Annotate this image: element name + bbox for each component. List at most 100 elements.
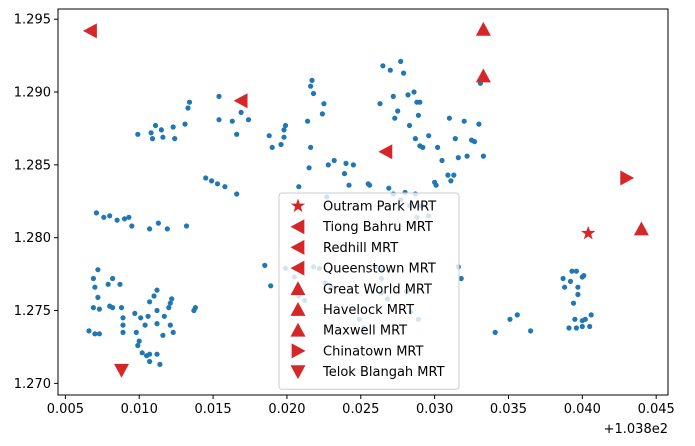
data-point bbox=[135, 342, 141, 349]
x-tick-label: 0.025 bbox=[342, 402, 379, 417]
legend-label: Chinatown MRT bbox=[323, 344, 423, 359]
data-point bbox=[575, 291, 581, 298]
data-point bbox=[269, 144, 275, 150]
legend-marker bbox=[290, 302, 306, 316]
data-point bbox=[167, 322, 173, 328]
station-markers bbox=[82, 21, 649, 378]
data-point bbox=[406, 122, 413, 129]
station-marker-0 bbox=[581, 225, 596, 240]
data-point bbox=[412, 136, 418, 142]
legend-box bbox=[278, 192, 460, 390]
data-point bbox=[129, 223, 135, 229]
data-point bbox=[170, 329, 176, 335]
data-point bbox=[262, 262, 268, 268]
data-point bbox=[149, 136, 156, 142]
station-marker-6 bbox=[633, 221, 649, 236]
data-point bbox=[186, 99, 193, 105]
y-tick-label: 1.275 bbox=[14, 304, 51, 319]
y-tick-label: 1.290 bbox=[14, 86, 51, 101]
data-point bbox=[216, 117, 222, 123]
data-point bbox=[392, 115, 398, 121]
station-marker-4 bbox=[475, 21, 491, 36]
data-point bbox=[126, 214, 132, 220]
data-point bbox=[234, 131, 240, 137]
data-point bbox=[110, 305, 116, 311]
x-tick-label: 0.030 bbox=[416, 402, 453, 417]
legend-label: Havelock MRT bbox=[323, 303, 414, 318]
data-point bbox=[341, 171, 348, 177]
x-axis: 0.005 0.010 0.015 0.020 0.025 0.030 0.035 0.040… bbox=[47, 395, 675, 417]
data-point bbox=[278, 141, 284, 148]
legend-marker bbox=[290, 260, 305, 276]
station-marker-2 bbox=[82, 23, 97, 39]
data-point bbox=[528, 328, 534, 334]
data-point bbox=[90, 305, 96, 311]
data-point bbox=[167, 300, 173, 306]
data-point bbox=[147, 358, 153, 365]
data-point bbox=[117, 281, 123, 287]
data-point bbox=[448, 178, 454, 184]
data-point bbox=[268, 283, 274, 289]
data-point bbox=[209, 178, 215, 184]
data-point bbox=[154, 351, 160, 357]
x-tick-label: 0.010 bbox=[121, 402, 158, 417]
data-point bbox=[145, 313, 151, 319]
data-point bbox=[452, 136, 458, 142]
data-point bbox=[411, 89, 417, 95]
data-point bbox=[426, 133, 432, 139]
data-point bbox=[476, 121, 482, 127]
data-point bbox=[154, 307, 160, 314]
legend-label: Telok Blangah MRT bbox=[322, 365, 445, 380]
legend-marker bbox=[290, 239, 305, 255]
data-point bbox=[95, 267, 101, 273]
y-tick-label: 1.280 bbox=[14, 231, 51, 246]
x-axis-offset-text: +1.038e2 bbox=[604, 422, 668, 437]
data-point bbox=[415, 112, 421, 118]
data-point bbox=[161, 313, 167, 319]
data-point bbox=[395, 108, 401, 114]
x-tick-label: 0.040 bbox=[564, 402, 601, 417]
legend-marker bbox=[290, 365, 306, 380]
station-marker-5 bbox=[475, 68, 491, 83]
data-point bbox=[281, 134, 287, 140]
data-point bbox=[387, 67, 393, 73]
data-point bbox=[214, 181, 221, 187]
data-point bbox=[401, 70, 407, 76]
data-point bbox=[147, 351, 153, 357]
legend-label: Tiong Bahru MRT bbox=[322, 220, 433, 235]
legend-marker bbox=[290, 198, 306, 213]
data-point bbox=[560, 275, 566, 282]
data-point bbox=[139, 350, 145, 356]
data-point bbox=[507, 316, 513, 322]
data-point bbox=[562, 284, 568, 290]
data-point bbox=[405, 92, 411, 98]
data-point bbox=[282, 122, 289, 129]
data-point bbox=[154, 287, 160, 293]
data-point bbox=[110, 275, 116, 282]
data-point bbox=[135, 131, 141, 137]
data-point bbox=[105, 281, 111, 287]
legend: Outram Park MRT Tiong Bahru MRT Redhill MR… bbox=[278, 192, 460, 390]
data-point bbox=[306, 165, 312, 171]
data-point bbox=[185, 105, 191, 111]
data-point bbox=[245, 117, 252, 123]
data-point bbox=[92, 331, 98, 337]
y-tick-label: 1.285 bbox=[14, 158, 51, 173]
data-point bbox=[573, 325, 580, 331]
y-tick-label: 1.270 bbox=[14, 377, 51, 392]
data-point bbox=[107, 213, 113, 219]
data-point bbox=[121, 216, 128, 222]
data-point bbox=[182, 121, 188, 127]
data-point bbox=[169, 296, 175, 302]
data-point bbox=[86, 328, 92, 334]
data-point bbox=[569, 268, 575, 274]
data-point bbox=[234, 191, 240, 197]
data-point bbox=[92, 284, 98, 290]
data-point bbox=[365, 181, 371, 187]
data-point bbox=[90, 275, 96, 282]
data-point bbox=[319, 111, 325, 117]
data-point bbox=[154, 321, 160, 327]
data-point bbox=[95, 294, 101, 300]
station-marker-3 bbox=[378, 144, 393, 160]
data-point bbox=[390, 93, 396, 99]
